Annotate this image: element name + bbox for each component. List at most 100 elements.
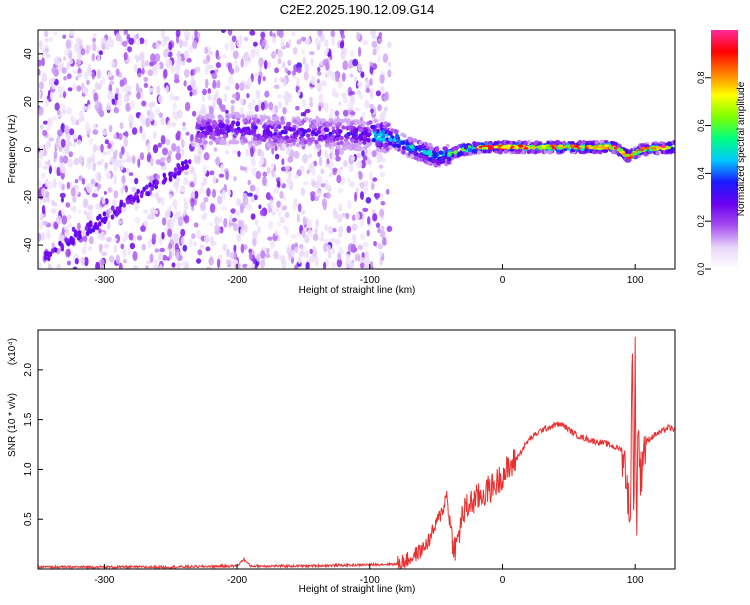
spectrogram-cell — [318, 105, 322, 112]
spectrogram-cell — [88, 227, 92, 233]
spectrogram-cell — [441, 155, 447, 161]
spectrogram-cell — [258, 204, 262, 210]
spectrogram-cell — [365, 78, 370, 87]
spectrogram-cell — [104, 162, 108, 169]
spectrogram-cell — [306, 37, 311, 46]
spectrogram-cell — [379, 85, 385, 93]
spectrogram-cell — [183, 170, 189, 176]
spectrogram-cell — [371, 138, 376, 143]
spectrogram-cell — [588, 146, 594, 150]
spectrogram-cell — [362, 155, 368, 161]
spectrogram-cell — [277, 101, 283, 109]
spectrogram-cell — [176, 130, 181, 137]
spectrogram-cell — [341, 125, 346, 130]
spectrogram-cell — [105, 171, 112, 180]
spectrogram-cell — [172, 199, 178, 208]
spectrogram-cell — [200, 201, 206, 212]
spectrogram-cell — [287, 59, 292, 66]
spectrogram-cell — [136, 56, 140, 63]
spectrogram-cell — [123, 138, 128, 148]
spectrogram-cell — [308, 51, 315, 56]
spectrogram-cell — [60, 242, 64, 249]
spectrogram-cell — [212, 79, 217, 89]
spectrogram-cell — [294, 246, 299, 254]
spectrogram-cell — [54, 102, 60, 111]
spectrogram-cell — [90, 177, 96, 187]
spectrogram-cell — [326, 244, 332, 252]
spectrogram-cell — [69, 238, 74, 244]
spectrogram-cell — [48, 165, 53, 175]
spectrogram-cell — [261, 40, 266, 48]
spectrogram-cell — [196, 229, 202, 239]
spectrogram-cell — [385, 122, 391, 128]
spectrogram-cell — [274, 145, 278, 152]
spectrogram-cell — [56, 109, 61, 115]
spectrogram-cell — [260, 101, 265, 111]
spectrogram-cell — [154, 248, 160, 253]
spectrogram-cell — [88, 245, 93, 252]
spectrogram-cell — [354, 142, 359, 148]
spectrogram-cell — [70, 114, 74, 122]
spectrogram-cell — [317, 66, 321, 73]
x-tick-label: 0 — [500, 575, 506, 586]
spectrogram-cell — [123, 30, 129, 35]
spectrogram-cell — [380, 192, 384, 201]
spectrogram-cell — [98, 243, 103, 250]
spectrogram-cell — [146, 260, 151, 265]
spectrogram-cell — [151, 213, 155, 220]
spectrogram-cell — [160, 30, 166, 39]
spectrogram-cell — [217, 195, 223, 205]
spectrogram-cell — [233, 176, 237, 182]
spectrogram-cell — [382, 143, 387, 148]
spectrogram-cell — [92, 41, 97, 52]
spectrogram-cell — [189, 168, 195, 173]
spectrogram-cell — [67, 223, 74, 228]
spectrogram-cell — [310, 191, 316, 198]
spectrogram-cell — [353, 77, 357, 84]
spectrogram-cell — [154, 192, 160, 200]
spectrogram-cell — [249, 184, 256, 192]
spectrogram-cell — [46, 196, 51, 203]
spectrogram-cell — [212, 120, 217, 125]
spectrogram-cell — [88, 63, 92, 74]
spectrogram-cell — [302, 153, 308, 164]
spectrogram-cell — [414, 145, 419, 150]
spectrogram-cell — [301, 48, 305, 55]
spectrogram-cell — [102, 211, 107, 217]
spectrogram-cell — [73, 42, 80, 53]
spectrogram-cell — [92, 129, 99, 135]
spectrogram-cell — [131, 127, 138, 135]
spectrogram-cell — [320, 118, 325, 123]
spectrogram-cell — [47, 159, 51, 168]
spectrogram-cell — [277, 94, 282, 99]
spectrogram-cell — [52, 178, 57, 189]
spectrogram-cell — [248, 251, 253, 261]
spectrogram-cell — [341, 92, 347, 98]
spectrogram-cell — [234, 91, 241, 102]
spectrogram-cell — [273, 84, 280, 90]
spectrogram-cell — [271, 146, 275, 155]
spectrogram-cell — [214, 230, 220, 235]
spectrogram-cell — [48, 137, 55, 142]
spectrogram-cell — [632, 152, 638, 156]
figure-title: C2E2.2025.190.12.09.G14 — [280, 2, 435, 17]
spectrogram-cell — [54, 56, 60, 66]
colorbar-tick-label: 0.2 — [696, 215, 706, 228]
spectrogram-cell — [61, 208, 65, 216]
spectrogram-cell — [126, 167, 130, 174]
spectrogram-cell — [324, 149, 328, 159]
spectrogram-cell — [297, 203, 302, 213]
spectrogram-cell — [363, 180, 369, 187]
spectrogram-cell — [204, 46, 209, 55]
spectrogram-cell — [191, 206, 195, 211]
spectrogram-cell — [128, 232, 134, 241]
spectrogram-cell — [300, 187, 306, 196]
spectrogram-cell — [357, 145, 362, 150]
spectrogram-cell — [192, 110, 197, 117]
spectrogram-cell — [279, 191, 284, 199]
spectrogram-cell — [204, 66, 208, 76]
spectrogram-cell — [311, 166, 316, 177]
spectrogram-cell — [433, 152, 438, 157]
spectrogram-cell — [215, 62, 221, 69]
spectrogram-cell — [125, 102, 131, 112]
